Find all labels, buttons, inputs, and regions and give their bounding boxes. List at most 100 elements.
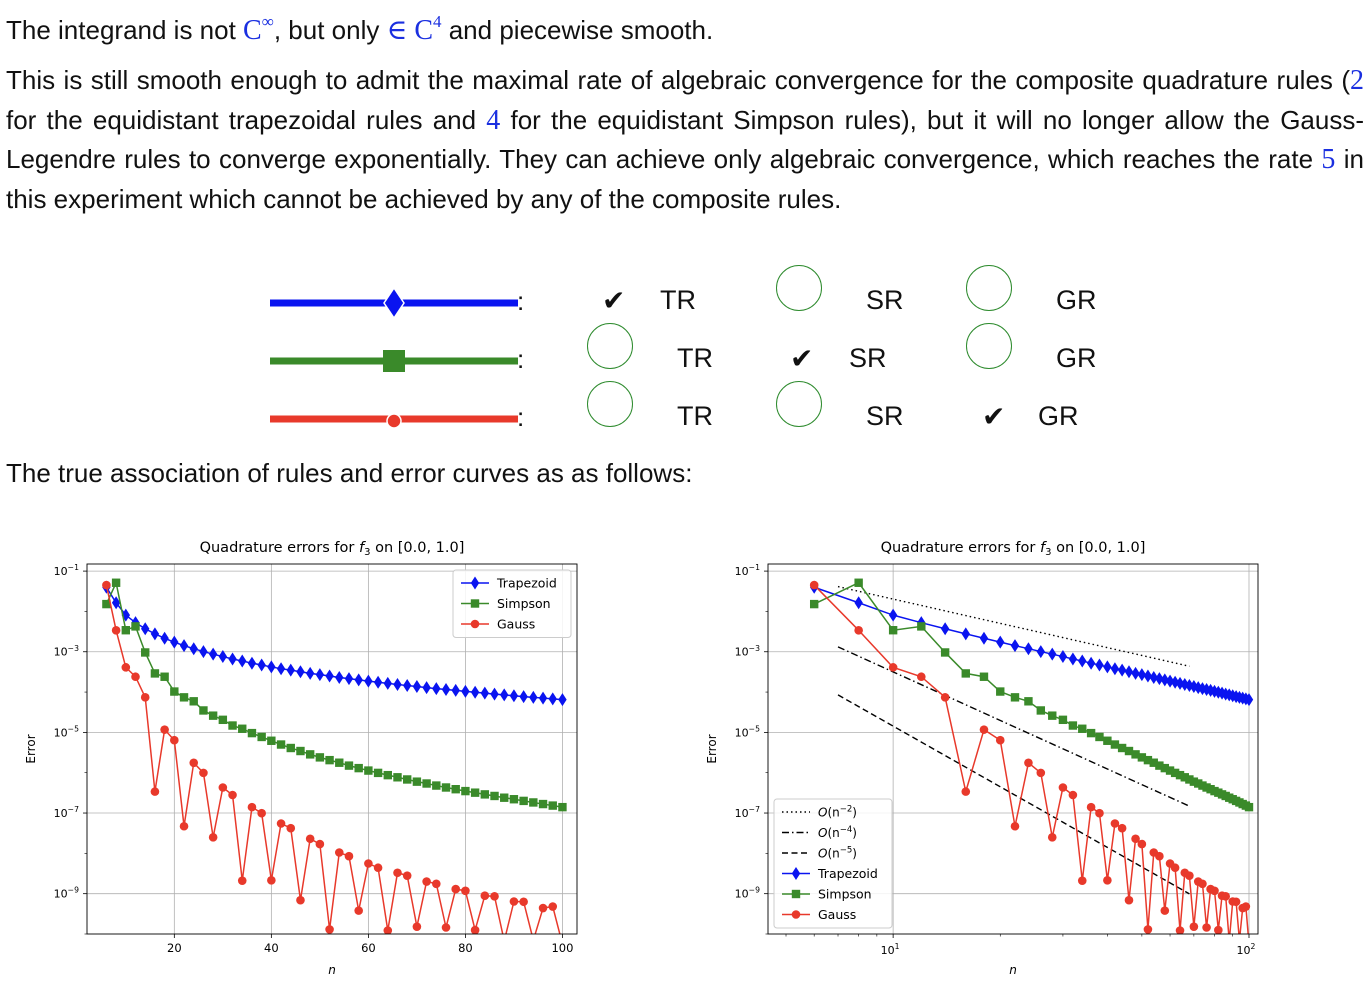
legend-label: O(n−2) — [818, 805, 857, 820]
data-point — [979, 631, 989, 645]
data-point — [199, 706, 208, 715]
data-point — [432, 682, 441, 696]
data-point — [917, 672, 926, 682]
data-point — [412, 680, 422, 694]
data-point — [854, 578, 863, 587]
quiz-row-diamond: : ✔ TR SR GR — [0, 265, 1370, 328]
data-point — [218, 715, 228, 725]
data-point — [208, 833, 218, 842]
data-point — [1024, 642, 1033, 656]
data-point — [344, 761, 354, 770]
data-point — [150, 627, 160, 641]
x-tick-label: 101 — [881, 942, 900, 957]
legend-label: Trapezoid — [817, 866, 878, 881]
data-point — [393, 868, 402, 878]
data-point — [218, 783, 228, 792]
data-point — [141, 648, 150, 657]
data-point — [888, 663, 898, 672]
data-point — [1010, 639, 1020, 653]
data-point — [809, 599, 819, 609]
data-point — [402, 775, 412, 784]
option-circle-gr[interactable] — [966, 265, 1012, 311]
legend: Trapezoid Simpson Gauss — [452, 569, 572, 638]
option-circle-tr[interactable] — [587, 381, 633, 427]
data-point — [432, 781, 441, 790]
data-point — [529, 936, 538, 945]
data-point — [1214, 925, 1223, 934]
option-circle-sr[interactable] — [776, 381, 822, 427]
option-circle-tr[interactable] — [587, 323, 633, 369]
option-circle-gr[interactable] — [966, 323, 1012, 369]
data-point — [247, 728, 257, 738]
data-point — [1010, 693, 1020, 702]
data-point — [402, 679, 412, 693]
data-point — [325, 669, 334, 683]
data-point — [237, 876, 247, 885]
legend-label: Trapezoid — [496, 576, 557, 591]
data-point — [529, 690, 538, 704]
data-point — [1137, 753, 1147, 762]
data-point — [854, 626, 863, 635]
data-point — [1078, 724, 1087, 733]
data-point — [354, 673, 363, 687]
data-point — [1137, 668, 1147, 682]
data-point — [247, 656, 257, 670]
data-point — [1036, 706, 1046, 715]
option-circle-sr[interactable] — [776, 265, 822, 311]
data-point — [1231, 897, 1241, 907]
y-axis-label: Error — [24, 734, 38, 763]
data-point — [509, 689, 519, 703]
data-point — [538, 799, 548, 809]
data-point — [548, 801, 557, 810]
data-point — [228, 721, 237, 730]
checkmark-icon[interactable]: ✔ — [982, 400, 1006, 433]
data-point — [393, 773, 402, 782]
data-point — [480, 790, 490, 799]
data-point — [1068, 721, 1078, 730]
data-point — [1086, 728, 1096, 738]
data-point — [1048, 711, 1057, 720]
quiz-colon: : — [517, 286, 525, 316]
data-point — [529, 798, 538, 807]
data-point — [961, 627, 970, 641]
data-point — [1198, 682, 1207, 696]
data-point — [1155, 851, 1164, 861]
quiz-row-circle: : TR SR ✔ GR — [0, 381, 1370, 444]
checkmark-icon[interactable]: ✔ — [602, 284, 626, 317]
data-point — [102, 599, 111, 609]
data-point — [325, 925, 334, 934]
data-point — [490, 791, 499, 801]
math-in-c4: ∈ C4 — [386, 12, 442, 46]
data-point — [500, 688, 509, 702]
data-point — [315, 839, 325, 849]
intro-sentence: The integrand is not C∞, but only ∈ C4 a… — [6, 12, 714, 46]
data-point — [470, 788, 480, 797]
data-point — [305, 666, 315, 680]
data-point — [480, 686, 490, 700]
option-label-gr: GR — [1038, 401, 1079, 431]
x-axis-label: n — [328, 963, 336, 977]
data-point — [131, 672, 140, 682]
data-point — [1117, 743, 1127, 753]
data-point — [373, 863, 383, 873]
data-point — [1160, 906, 1170, 915]
data-point — [238, 724, 247, 733]
data-point — [961, 787, 971, 796]
data-point — [228, 790, 237, 800]
data-point — [179, 821, 189, 831]
option-label-tr: TR — [660, 285, 696, 315]
data-point — [121, 608, 131, 622]
data-point — [102, 580, 111, 590]
data-point — [267, 875, 276, 885]
axes-frame — [86, 563, 578, 935]
x-tick-label: 100 — [551, 941, 573, 955]
data-point — [1078, 654, 1087, 668]
explanation-paragraph: This is still smooth enough to admit the… — [6, 65, 1364, 214]
data-point — [451, 884, 461, 894]
data-point — [111, 626, 121, 635]
data-point — [441, 682, 451, 696]
data-point — [218, 650, 228, 664]
data-point — [1124, 665, 1134, 679]
checkmark-icon[interactable]: ✔ — [790, 342, 814, 375]
data-point — [170, 735, 179, 745]
